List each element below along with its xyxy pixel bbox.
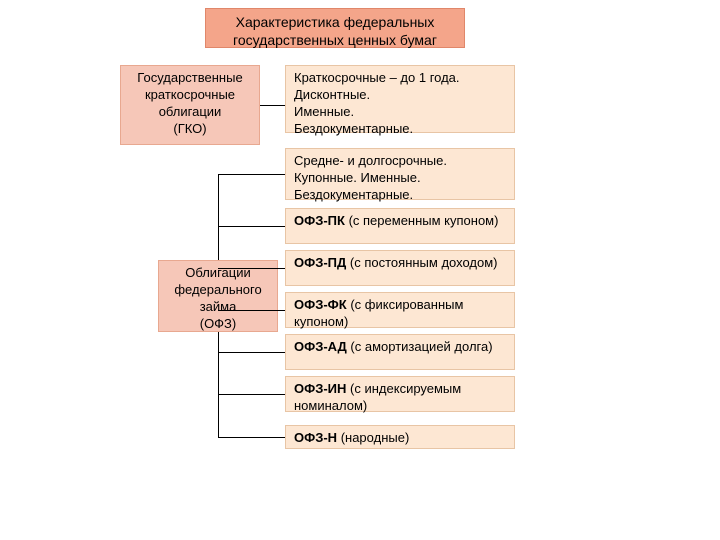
connector-line (218, 174, 219, 260)
ofz-type-n: ОФЗ-Н (народные) (285, 425, 515, 449)
ofz-type-code: ОФЗ-ФК (294, 297, 347, 312)
ofz-type-fk: ОФЗ-ФК (с фиксированным купоном) (285, 292, 515, 328)
ofz-type-rest: (народные) (337, 430, 409, 445)
ofz-type-code: ОФЗ-ПД (294, 255, 346, 270)
gko-label-box: Государственные краткосрочные облигации(… (120, 65, 260, 145)
connector-line (218, 332, 219, 437)
ofz-type-rest: (с переменным купоном) (345, 213, 498, 228)
ofz-desc-box: Средне- и долгосрочные. Купонные. Именны… (285, 148, 515, 200)
ofz-type-code: ОФЗ-ПК (294, 213, 345, 228)
connector-line (218, 310, 285, 311)
title-box: Характеристика федеральных государственн… (205, 8, 465, 48)
gko-desc-box: Краткосрочные – до 1 года.Дисконтные.Име… (285, 65, 515, 133)
ofz-type-pd: ОФЗ-ПД (с постоянным доходом) (285, 250, 515, 286)
ofz-type-rest: (с постоянным доходом) (346, 255, 497, 270)
ofz-type-code: ОФЗ-АД (294, 339, 347, 354)
ofz-type-ad: ОФЗ-АД (с амортизацией долга) (285, 334, 515, 370)
ofz-type-code: ОФЗ-Н (294, 430, 337, 445)
ofz-label-box: Облигации федерального займа(ОФЗ) (158, 260, 278, 332)
ofz-type-in: ОФЗ-ИН (с индексируемым номиналом) (285, 376, 515, 412)
connector-line (218, 352, 285, 353)
ofz-type-pk: ОФЗ-ПК (с переменным купоном) (285, 208, 515, 244)
diagram-canvas: Характеристика федеральных государственн… (0, 0, 720, 540)
connector-line (218, 268, 285, 269)
ofz-type-code: ОФЗ-ИН (294, 381, 346, 396)
connector-line (218, 394, 285, 395)
connector-line (218, 226, 285, 227)
connector-line (218, 174, 285, 175)
connector-line (260, 105, 285, 106)
ofz-type-rest: (с амортизацией долга) (347, 339, 493, 354)
connector-line (218, 437, 285, 438)
